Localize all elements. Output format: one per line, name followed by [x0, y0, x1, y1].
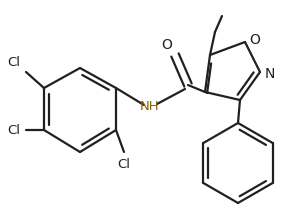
- Text: N: N: [265, 67, 275, 81]
- Text: NH: NH: [140, 101, 160, 114]
- Text: Cl: Cl: [8, 55, 21, 69]
- Text: O: O: [250, 33, 260, 47]
- Text: Cl: Cl: [8, 124, 21, 137]
- Text: O: O: [162, 38, 173, 52]
- Text: Cl: Cl: [118, 158, 131, 170]
